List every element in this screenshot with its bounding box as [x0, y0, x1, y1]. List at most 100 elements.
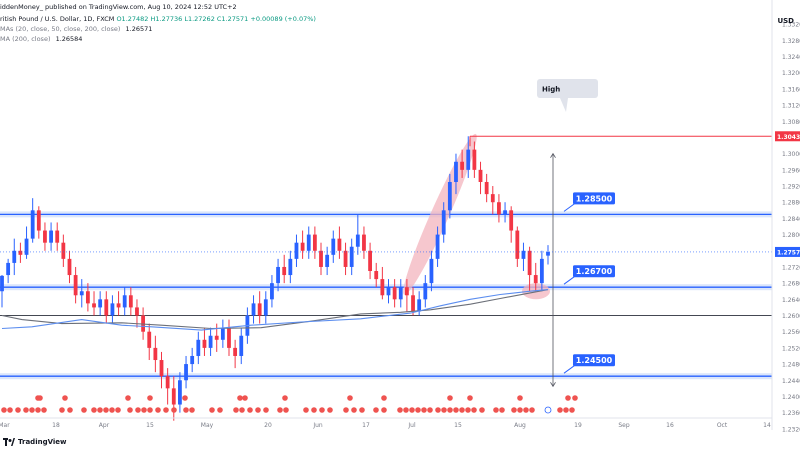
price-tick-label: 1.25200	[782, 345, 800, 352]
last-price-tag-text: 1.27571	[777, 249, 800, 256]
candle	[135, 307, 139, 316]
footer-brand: TradingView	[18, 438, 67, 446]
candle	[263, 299, 268, 316]
candle	[12, 250, 17, 263]
candle	[319, 250, 323, 267]
candle	[380, 279, 385, 296]
candle	[386, 287, 391, 296]
event-marker	[471, 407, 477, 413]
ma-value: 1.26571	[125, 25, 153, 33]
level-label-box	[573, 265, 615, 278]
event-marker	[441, 407, 447, 413]
event-marker	[517, 407, 523, 413]
event-marker	[435, 407, 441, 413]
candle	[239, 335, 244, 356]
event-marker	[7, 407, 13, 413]
candle	[546, 251, 550, 256]
rally-highlight	[403, 133, 477, 295]
candle	[49, 230, 53, 243]
event-marker	[91, 407, 97, 413]
event-marker	[237, 395, 243, 401]
candle	[294, 242, 299, 259]
level-label-box	[573, 192, 615, 205]
ema-legend[interactable]: MA (200, close) 1.26584	[0, 35, 85, 43]
symbol-line: ritish Pound / U.S. Dollar, 1D, FXCM O1.…	[0, 15, 316, 23]
candle	[331, 238, 336, 255]
candle	[104, 299, 109, 316]
price-tick-label: 1.28400	[782, 216, 800, 223]
event-marker	[23, 407, 29, 413]
event-marker	[403, 407, 409, 413]
event-marker	[499, 407, 505, 413]
event-marker	[569, 407, 575, 413]
candle	[478, 169, 483, 182]
event-marker	[125, 395, 131, 401]
event-marker	[381, 395, 387, 401]
candle	[472, 149, 477, 170]
candle	[0, 275, 4, 292]
ma-line	[1, 289, 549, 330]
candle	[98, 299, 103, 308]
candle	[251, 303, 256, 316]
event-marker	[517, 395, 523, 401]
time-tick-label: Oct	[717, 422, 728, 429]
event-marker	[67, 407, 73, 413]
price-tick-label: 1.30000	[782, 151, 800, 158]
event-marker	[397, 407, 403, 413]
candle	[61, 242, 66, 259]
time-tick-label: 17	[362, 422, 370, 429]
price-axis: 1.33200 1.32800 1.32400 1.32000 1.31600 1.312…	[771, 0, 800, 433]
time-tick-label: 18	[52, 422, 60, 429]
event-marker-current	[544, 406, 552, 414]
price-tick-label: 1.32000	[782, 70, 800, 77]
candle	[73, 275, 78, 296]
event-marker	[163, 407, 169, 413]
event-marker	[327, 407, 333, 413]
time-tick-label: Aug	[514, 422, 526, 429]
candle	[92, 303, 96, 308]
time-tick-label: May	[201, 422, 214, 429]
event-marker	[557, 407, 563, 413]
candle	[404, 287, 409, 296]
candle	[110, 303, 115, 316]
level-label-connector	[563, 202, 576, 212]
event-marker	[183, 407, 189, 413]
candle	[257, 303, 262, 316]
ma-line	[1, 289, 549, 331]
level-label-box	[573, 354, 615, 367]
candle	[30, 210, 35, 239]
publisher-line: iddenMoney_ published on TradingView.com…	[0, 3, 237, 11]
event-marker	[565, 395, 571, 401]
overlays-layer: High 1.28500 1.26700 1.24500	[0, 79, 772, 414]
price-tick-label: 1.28800	[782, 200, 800, 207]
range-arrow-head-up	[550, 152, 556, 158]
currency-label[interactable]: USD	[777, 17, 794, 25]
candle	[490, 194, 495, 203]
event-marker	[479, 407, 485, 413]
candle	[454, 161, 458, 182]
event-marker	[103, 407, 109, 413]
high-callout-pointer	[560, 98, 568, 112]
candle	[153, 347, 158, 361]
time-axis: Mar 18 Apr 15 May 20 Jun 17 Jul 15 Aug 19 Sep 16 Oct 14	[0, 417, 772, 429]
candle	[122, 295, 127, 308]
event-marker	[465, 407, 471, 413]
candles-layer	[0, 133, 772, 421]
candle	[411, 295, 415, 312]
event-marker	[563, 407, 569, 413]
candle	[171, 388, 176, 405]
price-tick-label: 1.27200	[782, 264, 800, 271]
event-marker	[81, 407, 87, 413]
event-marker	[15, 407, 21, 413]
event-marker	[255, 407, 261, 413]
ema-value: 1.26584	[55, 35, 83, 43]
event-marker	[277, 407, 283, 413]
event-marker	[182, 395, 188, 401]
event-marker	[115, 407, 121, 413]
candle	[466, 149, 471, 170]
price-tick-label: 1.29600	[782, 167, 800, 174]
candle	[67, 258, 72, 276]
ma-legend[interactable]: MAs (20, close, 50, close, 200, close) 1…	[0, 25, 155, 33]
event-marker	[59, 407, 65, 413]
